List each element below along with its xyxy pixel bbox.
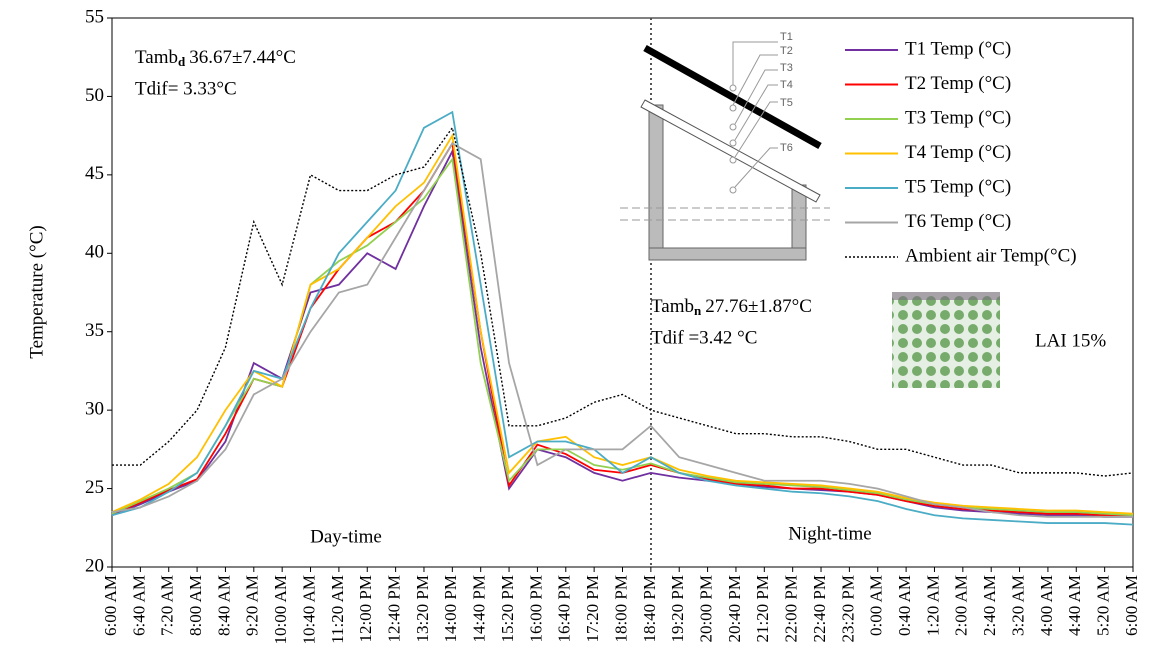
y-tick-label: 40 bbox=[85, 242, 104, 263]
x-tick-label: 10:40 AM bbox=[299, 575, 318, 644]
x-tick-label: 12:40 PM bbox=[385, 575, 404, 643]
x-tick-label: 1:20 AM bbox=[923, 575, 942, 636]
x-tick-label: 0:40 AM bbox=[895, 575, 914, 636]
x-tick-label: 18:00 PM bbox=[611, 575, 630, 643]
sensor-label: T3 bbox=[780, 62, 793, 74]
x-tick-label: 20:40 PM bbox=[725, 575, 744, 643]
lai-image-top bbox=[892, 292, 1000, 300]
x-tick-label: 12:00 PM bbox=[356, 575, 375, 643]
x-tick-label: 11:20 AM bbox=[328, 575, 347, 644]
legend-label: T4 Temp (°C) bbox=[905, 142, 1011, 163]
x-tick-label: 15:20 PM bbox=[498, 575, 517, 643]
series-line bbox=[111, 133, 1134, 515]
x-tick-label: 13:20 PM bbox=[413, 575, 432, 643]
y-axis-label: Temperature (°C) bbox=[26, 225, 47, 358]
x-tick-label: 8:40 AM bbox=[214, 575, 233, 636]
sensor-label: T5 bbox=[780, 97, 793, 109]
x-tick-label: 18:40 PM bbox=[640, 575, 659, 643]
sensor-label: T2 bbox=[780, 45, 793, 57]
stat-name: Tamb bbox=[135, 47, 178, 68]
legend-label: T5 Temp (°C) bbox=[905, 176, 1011, 197]
y-tick-label: 30 bbox=[85, 399, 104, 420]
series-line bbox=[111, 142, 1133, 518]
x-tick-label: 17:20 PM bbox=[583, 575, 602, 643]
x-tick-label: 10:00 AM bbox=[271, 575, 290, 644]
series-line bbox=[112, 126, 1134, 477]
diagram: T1 T2 T3 T4 T5 T6 bbox=[620, 31, 830, 261]
x-tick-label: 2:40 AM bbox=[980, 575, 999, 636]
stat-sub: n bbox=[694, 303, 702, 318]
legend-label: T1 Temp (°C) bbox=[905, 38, 1011, 59]
x-tick-label: 19:20 PM bbox=[668, 575, 687, 643]
x-tick-label: 8:00 AM bbox=[186, 575, 205, 636]
legend-label: Ambient air Temp(°C) bbox=[905, 245, 1077, 266]
lai-label: LAI 15% bbox=[1035, 330, 1106, 351]
legend-label: T6 Temp (°C) bbox=[905, 211, 1011, 232]
x-tick-label: 4:00 AM bbox=[1037, 575, 1056, 636]
stat-value: 36.67±7.44°C bbox=[189, 47, 296, 68]
x-tick-label: 6:00 AM bbox=[101, 575, 120, 636]
lai-image bbox=[892, 292, 1000, 388]
x-tick-label: 22:40 PM bbox=[810, 575, 829, 643]
legend-label: T3 Temp (°C) bbox=[905, 107, 1011, 128]
sensor-label: T1 bbox=[780, 31, 793, 43]
x-tick-label: 9:20 AM bbox=[243, 575, 262, 636]
x-tick-label: 6:40 AM bbox=[129, 575, 148, 636]
night-label: Night-time bbox=[788, 523, 871, 544]
x-tick-label: 23:20 PM bbox=[838, 575, 857, 643]
x-tick-label: 16:40 PM bbox=[555, 575, 574, 643]
x-tick-label: 4:40 AM bbox=[1065, 575, 1084, 636]
x-tick-label: 0:00 AM bbox=[867, 575, 886, 636]
sensor-label: T4 bbox=[780, 79, 793, 91]
y-tick-label: 45 bbox=[85, 163, 104, 184]
x-tick-label: 22:00 PM bbox=[782, 575, 801, 643]
x-tick-label: 3:20 AM bbox=[1008, 575, 1027, 636]
day-label: Day-time bbox=[310, 526, 382, 547]
x-tick-label: 16:00 PM bbox=[526, 575, 545, 643]
legend-label: T2 Temp (°C) bbox=[905, 73, 1011, 94]
x-tick-label: 5:20 AM bbox=[1094, 575, 1113, 636]
night-stats: Tambn 27.76±1.87°C bbox=[651, 296, 812, 318]
x-tick-label: 14:00 PM bbox=[441, 575, 460, 643]
y-tick-label: 25 bbox=[85, 477, 104, 498]
x-tick-label: 2:00 AM bbox=[952, 575, 971, 636]
sensor-label: T6 bbox=[780, 142, 793, 154]
stat-sub: d bbox=[178, 54, 186, 69]
x-tick-label: 6:00 AM bbox=[1122, 575, 1141, 636]
y-tick-label: 50 bbox=[85, 85, 104, 106]
stat-value: 27.76±1.87°C bbox=[705, 296, 812, 317]
x-tick-label: 7:20 AM bbox=[158, 575, 177, 636]
x-tick-label: 14:40 PM bbox=[470, 575, 489, 643]
x-tick-label: 21:20 PM bbox=[753, 575, 772, 643]
day-stats: Tambd 36.67±7.44°C bbox=[135, 47, 296, 69]
y-tick-label: 35 bbox=[85, 320, 104, 341]
y-tick-label: 20 bbox=[85, 555, 104, 576]
y-tick-label: 55 bbox=[85, 6, 104, 27]
day-dif: Tdif= 3.33°C bbox=[135, 78, 237, 99]
x-tick-label: 20:00 PM bbox=[696, 575, 715, 643]
night-dif: Tdif =3.42 °C bbox=[651, 327, 757, 348]
stat-name: Tamb bbox=[651, 296, 694, 317]
